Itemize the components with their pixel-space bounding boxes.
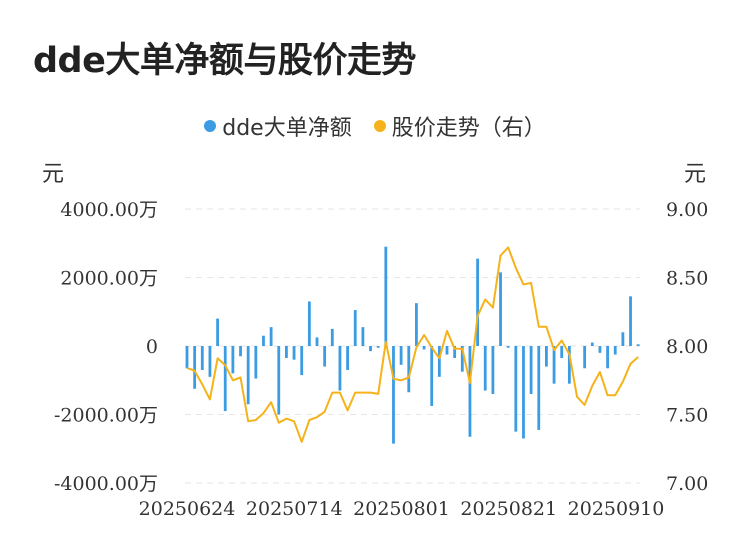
dde-bar[interactable] — [200, 346, 204, 370]
dde-bar[interactable] — [246, 346, 250, 405]
dde-bar[interactable] — [545, 346, 548, 367]
dde-bar[interactable] — [216, 318, 219, 346]
dde-bar[interactable] — [499, 272, 502, 346]
dde-bar[interactable] — [430, 346, 434, 406]
dde-bar[interactable] — [346, 346, 349, 370]
dde-bar[interactable] — [560, 346, 564, 358]
dde-bar[interactable] — [491, 346, 495, 394]
dde-bar[interactable] — [529, 346, 533, 394]
right-tick-label: 8.50 — [666, 268, 708, 290]
right-tick-label: 7.50 — [666, 405, 708, 427]
dde-bar[interactable] — [636, 344, 640, 346]
dde-bar[interactable] — [453, 346, 457, 358]
x-axis-ticks: 20250624 20250714 20250801 20250821 20250910 — [139, 498, 665, 520]
left-tick-label: -4000.00万 — [54, 473, 158, 495]
legend-item-price[interactable]: 股价走势（右） — [373, 110, 546, 142]
dde-bar[interactable] — [231, 346, 235, 374]
dde-bar[interactable] — [223, 346, 227, 412]
dde-bar[interactable] — [613, 346, 617, 355]
line-series — [186, 246, 639, 443]
right-tick-label: 8.00 — [666, 336, 708, 358]
dde-bar[interactable] — [208, 346, 212, 377]
dde-bar[interactable] — [483, 346, 487, 391]
dde-bar[interactable] — [567, 346, 571, 384]
left-tick-label: 4000.00万 — [60, 199, 158, 221]
dde-bar[interactable] — [629, 296, 632, 346]
left-tick-label: 2000.00万 — [60, 268, 158, 290]
dde-bar[interactable] — [254, 346, 258, 379]
legend-dot-dde-icon — [204, 120, 217, 132]
dde-bar[interactable] — [422, 346, 426, 350]
dde-bar[interactable] — [407, 346, 411, 393]
left-axis-ticks: 4000.00万 2000.00万 0 -2000.00万 -4000.00万 — [54, 199, 158, 495]
dde-bar[interactable] — [621, 332, 625, 346]
right-tick-label: 9.00 — [666, 199, 708, 221]
price-line[interactable] — [186, 246, 639, 443]
dde-bar[interactable] — [285, 346, 288, 358]
dde-bar[interactable] — [468, 346, 472, 437]
dde-bar[interactable] — [376, 346, 380, 348]
bar-series — [185, 246, 640, 444]
dde-bar[interactable] — [262, 335, 265, 346]
x-tick-label: 20250821 — [460, 498, 557, 520]
dde-bar[interactable] — [437, 346, 441, 377]
dde-bar[interactable] — [598, 346, 602, 353]
legend-dot-price-icon — [373, 120, 386, 132]
dde-bar[interactable] — [323, 346, 327, 367]
dde-bar[interactable] — [506, 346, 510, 348]
right-tick-label: 7.00 — [666, 473, 708, 495]
dde-bar[interactable] — [300, 346, 304, 376]
dde-bar[interactable] — [537, 346, 541, 430]
dde-bar[interactable] — [193, 346, 197, 389]
dde-bar[interactable] — [552, 346, 556, 384]
dde-bar[interactable] — [590, 342, 594, 346]
dde-bar[interactable] — [353, 310, 357, 346]
dde-bar[interactable] — [606, 346, 609, 369]
left-tick-label: -2000.00万 — [54, 405, 158, 427]
dde-bar[interactable] — [460, 346, 464, 372]
right-axis-ticks: 9.00 8.50 8.00 7.50 7.00 — [666, 199, 708, 495]
legend-label-dde: dde大单净额 — [222, 116, 352, 141]
x-tick-label: 20250910 — [568, 498, 665, 520]
legend-label-price: 股价走势（右） — [391, 116, 546, 141]
dde-bar[interactable] — [330, 328, 334, 346]
dde-bar[interactable] — [399, 346, 403, 365]
dde-bar[interactable] — [315, 337, 319, 346]
x-tick-label: 20250624 — [139, 498, 236, 520]
dde-bar[interactable] — [277, 346, 281, 415]
x-tick-label: 20250801 — [353, 498, 450, 520]
legend-item-dde[interactable]: dde大单净额 — [204, 110, 352, 142]
dde-bar[interactable] — [392, 346, 395, 444]
chart-legend: dde大单净额 股价走势（右） — [0, 110, 750, 142]
left-axis-unit: 元 — [42, 162, 65, 187]
dde-bar[interactable] — [369, 346, 372, 352]
dde-bar[interactable] — [361, 327, 365, 346]
dde-bar[interactable] — [514, 346, 518, 432]
grid-lines — [185, 208, 640, 484]
x-tick-label: 20250714 — [246, 498, 343, 520]
chart-title: dde大单净额与股价走势 — [33, 41, 416, 81]
dde-bar[interactable] — [307, 301, 311, 346]
dde-bar[interactable] — [384, 246, 388, 346]
dde-bar[interactable] — [476, 258, 479, 346]
dde-bar[interactable] — [583, 346, 587, 369]
dde-bar[interactable] — [445, 346, 449, 355]
dde-bar[interactable] — [185, 346, 189, 369]
dde-bar[interactable] — [239, 346, 242, 357]
left-tick-label: 0 — [146, 336, 158, 358]
dde-bar[interactable] — [292, 346, 296, 360]
dde-bar[interactable] — [522, 346, 525, 439]
dde-bar[interactable] — [269, 327, 273, 346]
dde-bar[interactable] — [415, 303, 418, 346]
dde-bar[interactable] — [338, 346, 342, 391]
right-axis-unit: 元 — [684, 162, 707, 187]
